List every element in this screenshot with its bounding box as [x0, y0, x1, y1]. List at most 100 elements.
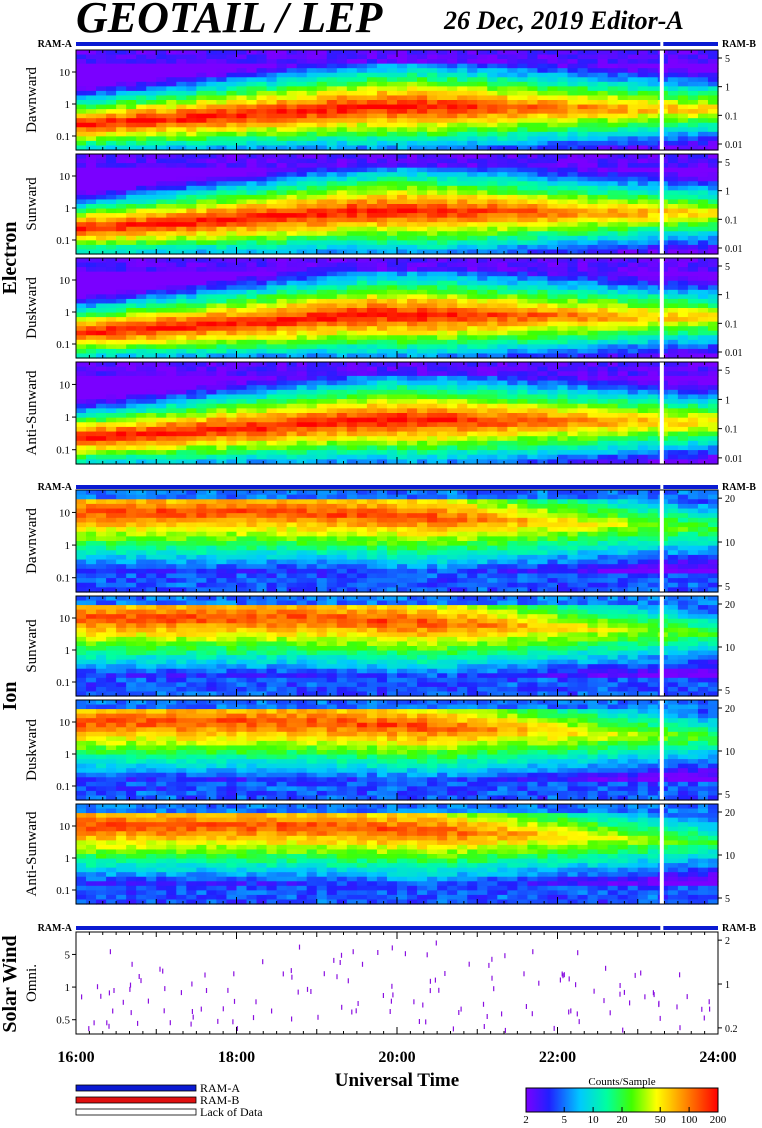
- data-point: [377, 950, 379, 955]
- right-tick-label: 0.1: [725, 111, 738, 122]
- data-point: [190, 1021, 192, 1027]
- data-point: [679, 972, 681, 978]
- status-label-right: RAM-B: [722, 923, 756, 934]
- data-point: [298, 944, 301, 950]
- data-point: [140, 978, 142, 984]
- left-tick-label: 0.1: [56, 339, 70, 351]
- data-point: [252, 1015, 255, 1021]
- data-point: [341, 1004, 343, 1010]
- data-point: [553, 1025, 555, 1031]
- data-point: [435, 940, 437, 946]
- panel-label: Dawnward: [24, 508, 40, 574]
- left-tick-label: 0.1: [56, 573, 70, 585]
- data-point: [493, 986, 495, 992]
- right-tick-label: 1: [725, 291, 730, 302]
- data-point: [568, 976, 570, 982]
- right-tick-label: 1: [725, 83, 730, 94]
- left-tick-label: 1: [65, 853, 71, 865]
- data-point: [227, 987, 229, 993]
- colorbar-tick-label: 100: [681, 1114, 698, 1126]
- right-tick-label: 0.01: [725, 140, 743, 151]
- data-point: [233, 971, 235, 977]
- data-point: [568, 1009, 570, 1015]
- legend-swatch: [75, 1084, 197, 1092]
- left-tick-label: 0.1: [56, 677, 70, 689]
- data-point: [108, 1023, 110, 1029]
- data-point: [532, 949, 534, 955]
- spectrogram-panel: [72, 361, 722, 465]
- right-tick-label: 0.01: [725, 454, 743, 465]
- right-tick-label: 5: [725, 262, 730, 273]
- data-point: [333, 957, 335, 963]
- data-point: [429, 988, 431, 994]
- data-point: [164, 986, 166, 992]
- data-point: [652, 990, 654, 996]
- data-point: [389, 1009, 391, 1014]
- right-tick-label: 10: [725, 747, 735, 758]
- data-point: [290, 968, 292, 974]
- data-point: [491, 975, 493, 981]
- data-point: [709, 1006, 711, 1012]
- data-point: [355, 1008, 357, 1014]
- spectrogram-panel: [72, 489, 722, 593]
- data-point: [382, 993, 384, 998]
- data-gap: [659, 154, 664, 254]
- right-tick-label: 2: [725, 936, 730, 947]
- colorbar-tick-label: 10: [588, 1114, 600, 1126]
- right-tick-label: 5: [725, 582, 730, 593]
- left-tick-label: 0.1: [56, 445, 70, 457]
- x-tick-label: 16:00: [57, 1049, 94, 1066]
- right-tick-label: 5: [725, 54, 730, 65]
- data-point: [112, 1008, 114, 1014]
- chart-date-editor: 26 Dec, 2019 Editor-A: [444, 6, 684, 35]
- left-tick-label: 1: [65, 749, 71, 761]
- panel-frame: [75, 931, 719, 1035]
- legend-label: RAM-B: [200, 1093, 239, 1107]
- data-point: [504, 953, 506, 959]
- status-bar: [76, 926, 718, 930]
- data-gap: [659, 700, 664, 800]
- left-tick-label: 10: [59, 613, 71, 625]
- data-point: [679, 1025, 681, 1031]
- data-point: [653, 992, 655, 998]
- data-point: [538, 980, 540, 986]
- panel-label: Sunward: [24, 177, 40, 231]
- left-tick-label: 10: [59, 171, 71, 183]
- data-point: [88, 1026, 90, 1032]
- left-tick-label: 0.1: [56, 885, 70, 897]
- data-point: [222, 1006, 224, 1012]
- left-tick-label: 1: [65, 99, 71, 111]
- data-point: [81, 994, 83, 1000]
- data-point: [504, 1027, 506, 1033]
- data-point: [282, 971, 284, 977]
- data-point: [644, 994, 646, 1000]
- right-tick-label: 5: [725, 686, 730, 697]
- chart-title: GEOTAIL / LEP: [76, 0, 383, 42]
- right-tick-label: 0.2: [725, 1024, 738, 1035]
- right-tick-label: 20: [725, 808, 735, 819]
- right-tick-label: 5: [725, 158, 730, 169]
- data-point: [562, 973, 564, 979]
- left-tick-label: 10: [59, 507, 71, 519]
- status-label-left: RAM-A: [38, 482, 73, 493]
- right-tick-label: 0.1: [725, 425, 738, 436]
- right-tick-label: 20: [725, 494, 735, 505]
- data-point: [525, 1004, 527, 1009]
- data-point: [486, 1014, 488, 1019]
- left-tick-label: 1: [65, 307, 71, 319]
- data-point: [130, 1010, 132, 1016]
- spectrogram-panel: [72, 153, 722, 255]
- data-point: [122, 999, 124, 1005]
- data-point: [629, 1000, 631, 1006]
- right-tick-label: 0.01: [725, 244, 743, 255]
- data-point: [603, 998, 605, 1004]
- data-point: [523, 971, 525, 977]
- left-tick-label: 10: [59, 379, 71, 391]
- data-point: [291, 1016, 293, 1022]
- data-point: [392, 992, 394, 998]
- data-point: [323, 971, 325, 977]
- data-point: [390, 998, 392, 1004]
- data-point: [609, 1010, 611, 1016]
- right-tick-label: 0.1: [725, 319, 738, 330]
- legend-swatch: [75, 1108, 197, 1116]
